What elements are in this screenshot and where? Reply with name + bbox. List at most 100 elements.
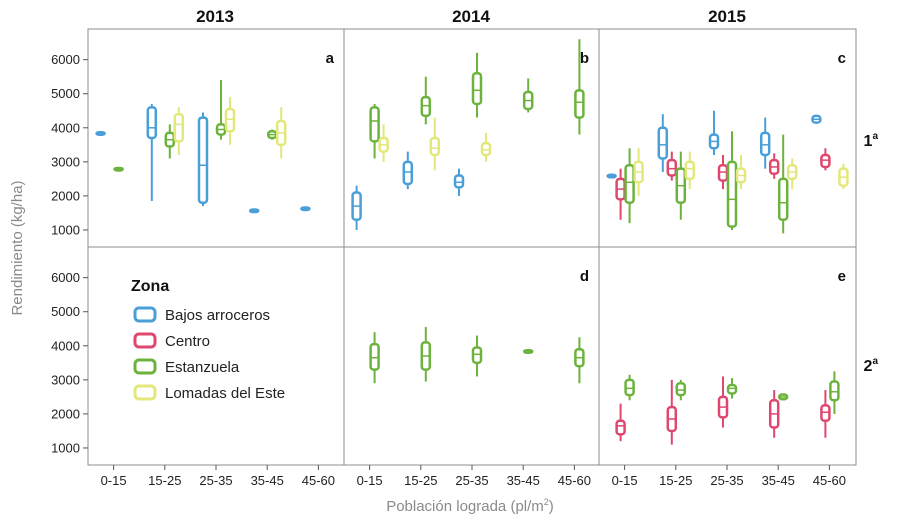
box-d-45-60-zone2 xyxy=(574,337,585,384)
box-e-25-35-zone2 xyxy=(726,378,738,399)
box-c-45-60-zone3 xyxy=(838,163,849,190)
box-b-15-25-zone2 xyxy=(420,76,432,125)
legend-swatch-1 xyxy=(133,332,157,349)
box-c-0-15-zone3 xyxy=(633,148,644,196)
box-body xyxy=(574,89,585,119)
box-body xyxy=(726,160,738,228)
box-e-25-35-zone1 xyxy=(717,376,729,428)
column-title-2013: 2013 xyxy=(196,7,234,26)
box-body xyxy=(429,136,441,157)
box-e-0-15-zone1 xyxy=(615,403,626,442)
x-tick-label-2014-35-45: 35-45 xyxy=(507,473,540,488)
legend-entry-1: Centro xyxy=(165,333,210,350)
box-e-15-25-zone1 xyxy=(666,379,678,445)
box-b-35-45-zone2 xyxy=(522,78,534,113)
y-tick-label-row1-6000: 6000 xyxy=(51,52,80,67)
box-a-35-45-zone0 xyxy=(248,208,260,214)
box-body xyxy=(369,106,380,143)
box-body xyxy=(777,177,789,221)
y-tick-label-row2-5000: 5000 xyxy=(51,304,80,319)
legend-entry-3: Lomadas del Este xyxy=(165,385,285,402)
y-tick-label-row1-4000: 4000 xyxy=(51,120,80,135)
box-a-25-35-zone0 xyxy=(197,112,209,207)
box-d-15-25-zone2 xyxy=(420,327,432,382)
box-c-35-45-zone3 xyxy=(786,158,798,190)
box-a-15-25-zone2 xyxy=(164,124,176,159)
box-e-15-25-zone2 xyxy=(675,379,687,401)
box-body xyxy=(820,404,831,422)
box-a-35-45-zone2 xyxy=(266,129,278,140)
box-c-35-45-zone0 xyxy=(759,117,771,169)
box-body xyxy=(615,419,626,436)
box-b-25-35-zone2 xyxy=(471,52,483,118)
legend: Zona Bajos arroceros Centro Estanzuela Loma… xyxy=(131,278,285,402)
box-body xyxy=(146,106,158,140)
x-tick-label-2014-45-60: 45-60 xyxy=(558,473,591,488)
box-b-45-60-zone2 xyxy=(574,39,585,135)
box-b-25-35-zone0 xyxy=(453,168,465,196)
y-tick-label-row2-3000: 3000 xyxy=(51,372,80,387)
x-tick-label-2013-25-35: 25-35 xyxy=(199,473,232,488)
x-tick-label-2015-0-15: 0-15 xyxy=(612,473,638,488)
box-b-15-25-zone3 xyxy=(429,117,441,171)
box-a-35-45-zone3 xyxy=(275,107,287,159)
x-tick-label-2015-45-60: 45-60 xyxy=(813,473,846,488)
box-body xyxy=(717,164,729,182)
x-tick-label-2015-25-35: 25-35 xyxy=(710,473,743,488)
legend-swatch-0 xyxy=(133,306,157,323)
box-body xyxy=(675,382,687,397)
x-tick-label-2014-15-25: 15-25 xyxy=(404,473,437,488)
box-b-25-35-zone3 xyxy=(480,132,492,162)
x-tick-label-2015-15-25: 15-25 xyxy=(659,473,692,488)
box-body xyxy=(657,126,669,160)
panel-letter-a: a xyxy=(326,50,335,67)
box-body xyxy=(829,380,840,402)
box-a-15-25-zone0 xyxy=(146,103,158,202)
box-c-25-35-zone2 xyxy=(726,131,738,230)
box-c-25-35-zone0 xyxy=(708,110,720,156)
box-a-15-25-zone3 xyxy=(173,107,185,156)
x-tick-label-2015-35-45: 35-45 xyxy=(762,473,795,488)
tick-layer: 1000 2000 3000 4000 5000 6000 1000 2000 3000 4000… xyxy=(51,52,846,488)
box-c-15-25-zone1 xyxy=(666,151,678,181)
panel-letter-e: e xyxy=(838,268,846,285)
panel-letter-c: c xyxy=(838,50,846,67)
box-body xyxy=(453,174,465,189)
legend-entry-0: Bajos arroceros xyxy=(165,307,270,324)
box-body xyxy=(471,72,483,106)
x-tick-label-2014-0-15: 0-15 xyxy=(357,473,383,488)
legend-title: Zona xyxy=(131,278,169,295)
box-c-0-15-zone0 xyxy=(606,173,617,179)
box-d-25-35-zone2 xyxy=(471,335,483,377)
box-c-35-45-zone2 xyxy=(777,134,789,234)
y-tick-label-row2-2000: 2000 xyxy=(51,406,80,421)
y-tick-label-row1-2000: 2000 xyxy=(51,188,80,203)
box-b-0-15-zone2 xyxy=(369,103,380,159)
legend-entry-2: Estanzuela xyxy=(165,359,240,376)
y-tick-label-row2-1000: 1000 xyxy=(51,440,80,455)
box-c-35-45-zone1 xyxy=(768,153,780,179)
box-body xyxy=(402,160,414,186)
panel-letter-b: b xyxy=(580,50,589,67)
box-body xyxy=(624,164,635,204)
box-body xyxy=(480,141,492,157)
box-body xyxy=(624,378,635,397)
box-c-45-60-zone1 xyxy=(820,148,831,171)
box-c-15-25-zone3 xyxy=(684,151,696,190)
box-body xyxy=(726,383,738,395)
box-e-45-60-zone2 xyxy=(829,371,840,414)
boxes-layer: a b c d e xyxy=(95,39,849,445)
box-a-0-15-zone0 xyxy=(95,130,106,136)
box-body xyxy=(420,95,432,118)
box-body xyxy=(369,342,380,371)
box-d-0-15-zone2 xyxy=(369,332,380,384)
x-tick-label-2013-15-25: 15-25 xyxy=(148,473,181,488)
y-axis-label: Rendimiento (kg/ha) xyxy=(9,180,26,315)
x-tick-label-2013-45-60: 45-60 xyxy=(302,473,335,488)
y-tick-label-row1-1000: 1000 xyxy=(51,222,80,237)
box-body xyxy=(197,116,209,204)
x-tick-label-2013-0-15: 0-15 xyxy=(101,473,127,488)
panel-letter-d: d xyxy=(580,268,589,285)
y-tick-label-row1-5000: 5000 xyxy=(51,86,80,101)
